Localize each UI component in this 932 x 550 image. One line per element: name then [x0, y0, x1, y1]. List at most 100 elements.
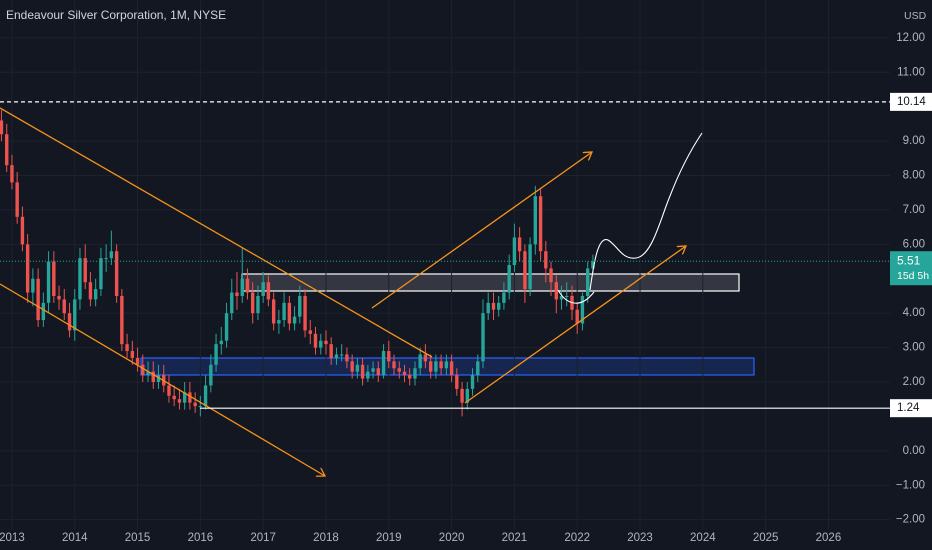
candle-body: [0, 120, 4, 135]
candle-body: [497, 302, 501, 310]
candle-body: [214, 344, 218, 365]
candle-body: [57, 295, 61, 300]
candle-body: [324, 340, 328, 345]
countdown-label: 15d 5h: [897, 270, 929, 282]
x-tick-label: 2021: [502, 532, 528, 544]
candle-body: [250, 292, 255, 314]
x-tick-label: 2016: [188, 532, 214, 544]
candle-body: [52, 261, 56, 296]
candle-body: [193, 402, 197, 407]
candle-body: [245, 278, 250, 293]
candle-body: [167, 385, 171, 396]
candle-body: [308, 330, 312, 334]
candle-body: [423, 354, 428, 362]
x-tick-label: 2018: [313, 532, 339, 544]
candle-body: [99, 258, 103, 290]
candle-body: [277, 320, 281, 324]
candle-body: [481, 313, 485, 362]
candle-body: [460, 388, 464, 403]
candle-body: [198, 406, 203, 408]
last-price-label: 5.51: [897, 253, 921, 267]
zone-box: [241, 273, 740, 292]
candle-body: [360, 364, 365, 379]
chart-title: Endeavour Silver Corporation, 1M, NYSE: [6, 8, 226, 22]
candles: [0, 110, 595, 417]
candle-body: [261, 282, 265, 296]
candle-body: [230, 292, 234, 314]
candle-body: [5, 134, 9, 166]
projection-curve: [589, 132, 703, 291]
candle-body: [146, 371, 150, 376]
candle-body: [434, 361, 438, 372]
y-tick-label: 12.00: [896, 32, 925, 44]
candle-body: [125, 344, 129, 352]
candle-body: [444, 361, 449, 369]
candle-body: [491, 302, 496, 310]
candle-body: [350, 361, 354, 372]
candle-body: [575, 309, 579, 324]
y-tick-label: 11.00: [897, 66, 925, 78]
candle-body: [439, 361, 443, 369]
candle-body: [402, 371, 407, 376]
candle-body: [408, 375, 412, 379]
candle-body: [209, 364, 213, 386]
trend-line: [371, 152, 592, 309]
plot-area: [0, 0, 890, 530]
drawings: [0, 107, 703, 476]
candle-body: [413, 368, 417, 379]
candle-body: [449, 361, 454, 376]
candle-body: [334, 354, 339, 358]
x-tick-label: 2022: [564, 532, 590, 544]
x-tick-label: 2014: [62, 532, 88, 544]
last-price-box: [890, 251, 932, 286]
candle-body: [73, 299, 77, 331]
candle-body: [544, 251, 548, 269]
candle-body: [62, 299, 66, 314]
candle-body: [298, 295, 302, 317]
candle-body: [235, 292, 239, 296]
candle-body: [156, 375, 161, 383]
x-tick-label: 2026: [816, 532, 842, 544]
candle-body: [188, 392, 192, 403]
candle-body: [135, 357, 140, 365]
level-price-label: 10.14: [897, 96, 926, 108]
candle-body: [303, 295, 307, 331]
candle-body: [36, 278, 40, 321]
candle-body: [104, 258, 108, 260]
x-tick-label: 2025: [753, 532, 779, 544]
candle-body: [517, 237, 522, 252]
candle-body: [41, 302, 46, 321]
candle-body: [114, 251, 119, 296]
candle-body: [512, 237, 517, 265]
y-tick-label: 4.00: [903, 307, 925, 319]
candle-body: [10, 165, 14, 183]
candle-body: [465, 388, 469, 403]
candle-body: [83, 258, 87, 283]
candle-body: [67, 313, 72, 331]
candle-body: [130, 351, 135, 358]
candle-body: [345, 354, 349, 362]
candle-body: [428, 361, 433, 372]
candle-body: [120, 295, 124, 345]
x-tick-label: 2020: [439, 532, 465, 544]
x-tick-label: 2024: [690, 532, 716, 544]
y-tick-label: 3.00: [903, 342, 925, 354]
candle-body: [141, 364, 145, 376]
candle-body: [455, 375, 459, 389]
candle-body: [486, 302, 490, 314]
candle-body: [392, 361, 396, 369]
candle-body: [549, 268, 553, 283]
y-tick-label: −1.00: [896, 479, 925, 491]
candle-body: [523, 251, 527, 290]
candle-body: [366, 371, 370, 379]
candle-body: [292, 316, 297, 324]
x-tick-label: 2017: [250, 532, 276, 544]
candle-body: [172, 395, 176, 400]
candle-body: [538, 196, 543, 252]
y-tick-label: 6.00: [903, 238, 925, 250]
y-tick-label: 0.00: [903, 445, 925, 457]
currency-label: USD: [904, 10, 927, 22]
candle-body: [586, 268, 590, 296]
candle-body: [591, 261, 595, 269]
